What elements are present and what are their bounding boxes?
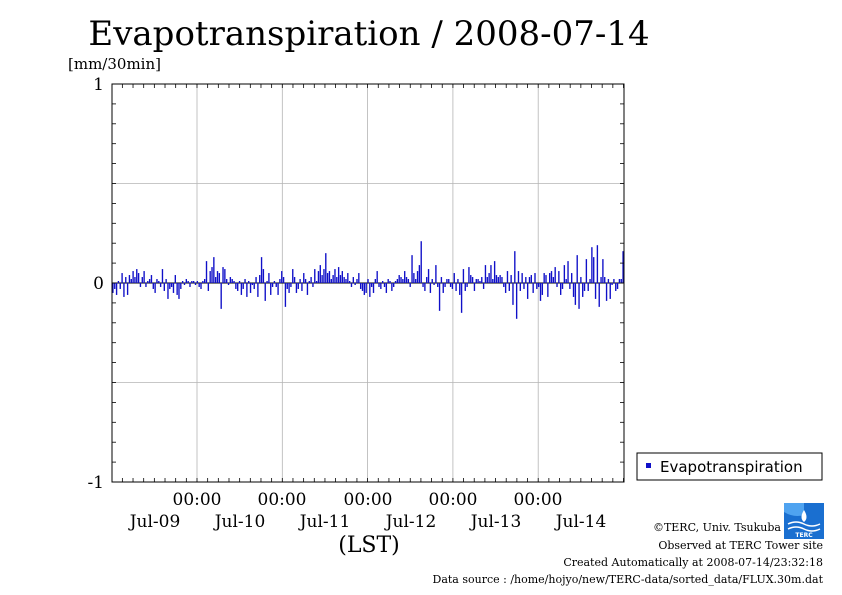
legend-box: [636, 452, 823, 481]
x-tick-time-label: 00:00: [173, 490, 222, 510]
terc-logo-icon: TERC: [784, 503, 824, 539]
x-tick-time-label: 00:00: [429, 490, 478, 510]
footer-site: Observed at TERC Tower site: [658, 539, 823, 552]
plot-area: [111, 83, 625, 483]
x-tick-date-label: Jul-13: [469, 512, 522, 532]
logo-text: TERC: [795, 532, 813, 539]
y-tick-label: -1: [87, 473, 104, 493]
x-axis-label: (LST): [338, 533, 400, 558]
y-tick-label: 1: [93, 75, 104, 95]
footer-source: Data source : /home/hojyo/new/TERC-data/…: [433, 573, 824, 586]
y-tick-label: 0: [93, 274, 104, 294]
x-tick-date-label: Jul-10: [213, 512, 266, 532]
x-tick-time-label: 00:00: [258, 490, 307, 510]
x-tick-date-label: Jul-12: [384, 512, 437, 532]
y-axis-unit-label: [mm/30min]: [68, 55, 161, 73]
bar-series-evapotranspiration: [112, 241, 624, 319]
footer-created: Created Automatically at 2008-07-14/23:3…: [563, 556, 823, 569]
minor-ticks: [112, 83, 624, 483]
x-tick-date-label: Jul-14: [554, 512, 607, 532]
x-tick-time-label: 00:00: [344, 490, 393, 510]
x-tick-date-label: Jul-11: [298, 512, 351, 532]
x-tick-time-label: 00:00: [514, 490, 563, 510]
legend: Evapotranspiration: [636, 452, 823, 481]
legend-entry-label: Evapotranspiration: [660, 458, 803, 476]
legend-swatch: [646, 463, 651, 468]
x-tick-date-label: Jul-09: [128, 512, 181, 532]
chart-title: Evapotranspiration / 2008-07-14: [88, 14, 649, 54]
footer-credit: ©TERC, Univ. Tsukuba: [653, 521, 781, 534]
